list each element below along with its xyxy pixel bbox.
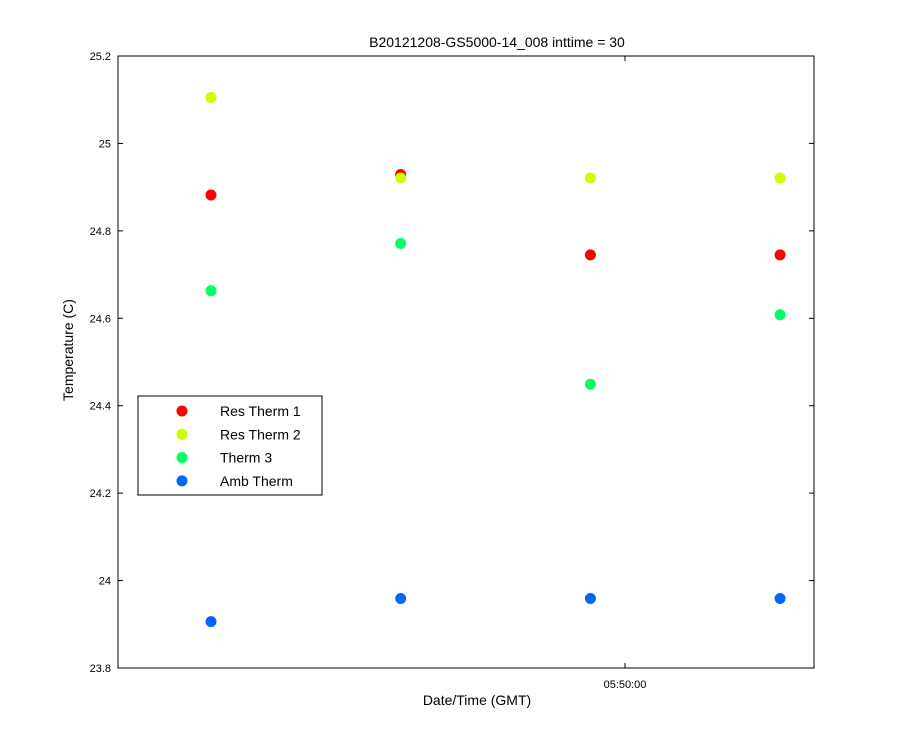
data-point-therm-3 [584,378,596,390]
data-point-res-therm-2 [395,172,407,184]
legend-marker [176,405,188,417]
x-axis-label: Date/Time (GMT) [423,692,531,708]
legend-label: Res Therm 2 [220,426,301,442]
y-axis-label: Temperature (C) [60,299,76,401]
y-tick-label: 24 [99,576,111,588]
x-tick-label: 05:50:00 [604,679,647,691]
data-point-res-therm-1 [205,189,217,201]
legend-marker [176,475,188,487]
data-point-amb-therm [584,592,596,604]
x-axis: 05:50:00 [604,56,647,691]
legend-box [137,395,323,496]
legend-marker [176,428,188,440]
y-tick-label: 25 [99,138,111,150]
data-point-res-therm-1 [774,249,786,261]
y-tick-label: 24.2 [90,488,111,500]
data-point-amb-therm [395,592,407,604]
data-point-amb-therm [205,616,217,628]
legend-label: Amb Therm [220,473,293,489]
plot-area [117,55,815,669]
y-tick-label: 23.8 [90,663,111,675]
legend-marker [176,452,188,464]
y-tick-label: 25.2 [90,51,111,63]
legend-label: Therm 3 [220,450,272,466]
y-axis: 23.8 24 24.2 24.4 24.6 24.8 25 25.2 [90,51,814,675]
data-point-res-therm-2 [774,172,786,184]
chart-title: B20121208-GS5000-14_008 inttime = 30 [369,34,625,50]
data-points [205,92,786,628]
data-point-amb-therm [774,592,786,604]
legend-label: Res Therm 1 [220,403,301,419]
data-point-therm-3 [774,309,786,321]
data-point-therm-3 [205,285,217,297]
data-point-res-therm-1 [584,249,596,261]
data-point-therm-3 [395,238,407,250]
y-tick-label: 24.8 [90,226,111,238]
legend: Res Therm 1 Res Therm 2 Therm 3 Amb Therm [137,395,323,496]
data-point-res-therm-2 [584,172,596,184]
y-tick-label: 24.4 [90,401,111,413]
y-tick-label: 24.6 [90,313,111,325]
data-point-res-therm-2 [205,92,217,104]
